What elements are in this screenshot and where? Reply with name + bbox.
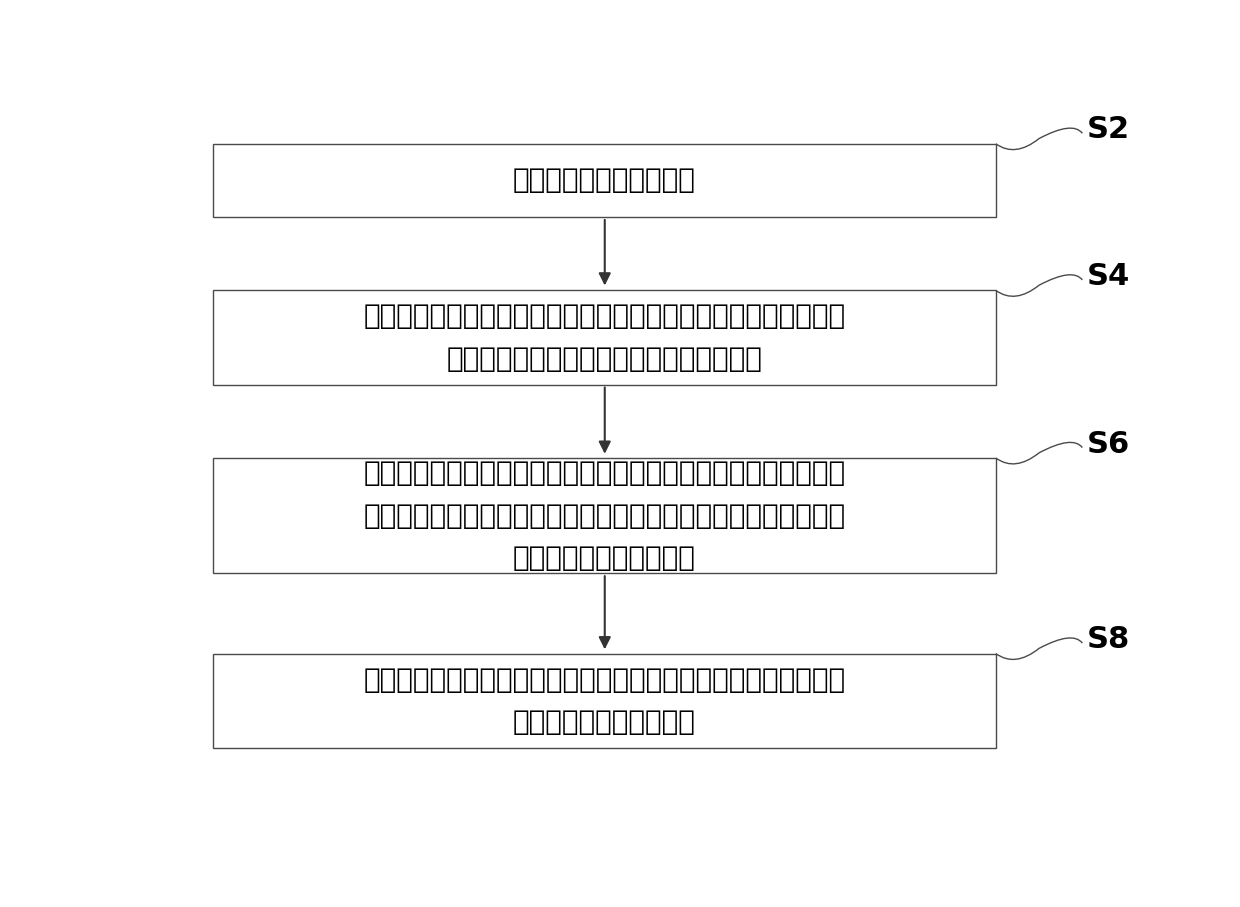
Bar xyxy=(213,290,996,385)
Text: 根据所述峰値强度处的可恢复弹性能与残余强度处的可恢复弹性能
之差确定岩石破裂损耗弹性能，以及根据所述峰前能量与峰后能量
之和确定岩石总破裂能量: 根据所述峰値强度处的可恢复弹性能与残余强度处的可恢复弹性能 之差确定岩石破裂损耗… xyxy=(363,459,846,572)
Text: S8: S8 xyxy=(1087,625,1131,654)
Text: 根据所述应力应变曲线确定峰値强度处的可恢复弹性能、残余强度
处的可恢复弹性能、峰前能量以及峰后能量: 根据所述应力应变曲线确定峰値强度处的可恢复弹性能、残余强度 处的可恢复弹性能、峰… xyxy=(363,302,846,373)
Text: S2: S2 xyxy=(1087,115,1131,144)
Bar xyxy=(213,143,996,217)
Text: 获取岩石的应力应变曲线: 获取岩石的应力应变曲线 xyxy=(513,166,696,194)
Text: 计算所述岩石破裂损耗弹性能与岩石总破裂能量的比値，将所述比
値确定为岩石的脆性指数: 计算所述岩石破裂损耗弹性能与岩石总破裂能量的比値，将所述比 値确定为岩石的脆性指… xyxy=(363,666,846,736)
Bar xyxy=(213,654,996,748)
Text: S4: S4 xyxy=(1087,262,1131,291)
Bar xyxy=(213,458,996,573)
Text: S6: S6 xyxy=(1087,430,1131,459)
